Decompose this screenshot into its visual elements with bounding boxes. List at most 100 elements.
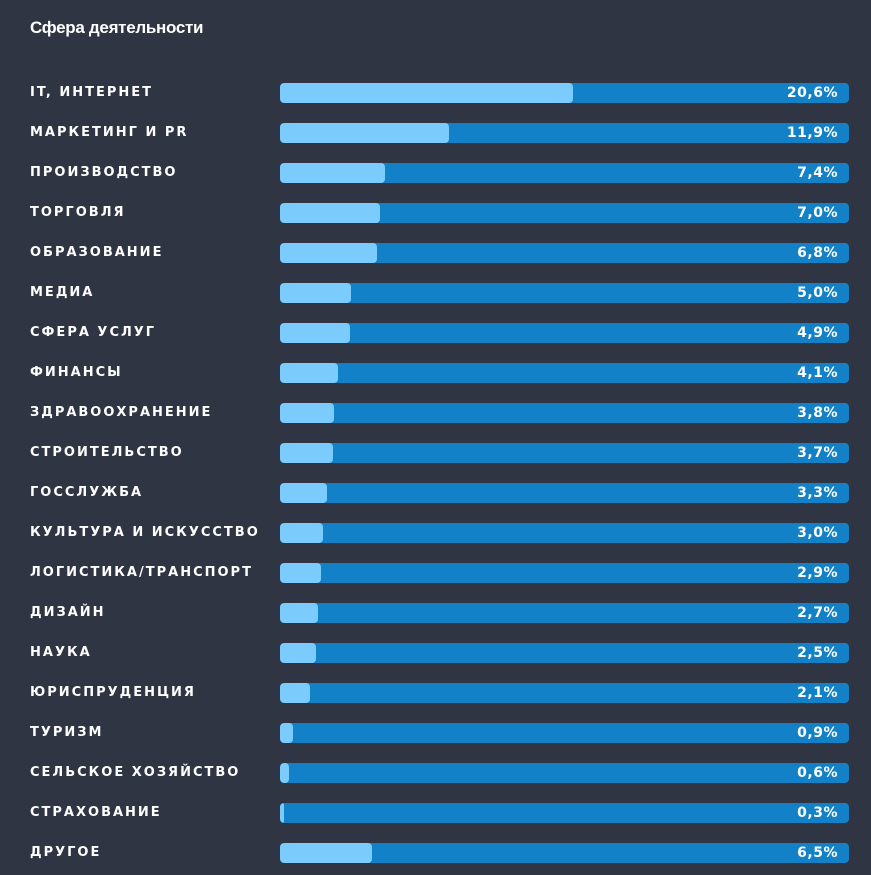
bar-track: 20,6%	[280, 83, 849, 103]
bar-fill	[280, 523, 323, 543]
bar-track: 2,1%	[280, 683, 849, 703]
value-label: 6,8%	[797, 245, 838, 261]
category-label: СЕЛЬСКОЕ ХОЗЯЙСТВО	[30, 765, 241, 780]
value-label: 2,1%	[797, 685, 838, 701]
bar-fill	[280, 203, 380, 223]
bar-fill	[280, 283, 351, 303]
value-label: 20,6%	[786, 85, 838, 101]
bar-fill	[280, 603, 318, 623]
bar-row: ДРУГОЕ 6,5%	[0, 843, 871, 863]
category-label: СФЕРА УСЛУГ	[30, 325, 157, 340]
value-label: 3,0%	[797, 525, 838, 541]
category-label: ФИНАНСЫ	[30, 365, 123, 380]
bar-fill	[280, 243, 377, 263]
value-label: 2,9%	[797, 565, 838, 581]
bar-row: СФЕРА УСЛУГ 4,9%	[0, 323, 871, 343]
value-label: 0,6%	[797, 765, 838, 781]
value-label: 3,7%	[797, 445, 838, 461]
bar-track: 4,1%	[280, 363, 849, 383]
value-label: 2,5%	[797, 645, 838, 661]
category-label: ПРОИЗВОДСТВО	[30, 165, 178, 180]
value-label: 7,4%	[797, 165, 838, 181]
category-label: IT, ИНТЕРНЕТ	[30, 85, 153, 100]
category-label: МЕДИА	[30, 285, 95, 300]
bar-fill	[280, 323, 350, 343]
bar-track: 2,5%	[280, 643, 849, 663]
bar-row: СЕЛЬСКОЕ ХОЗЯЙСТВО 0,6%	[0, 763, 871, 783]
bar-fill	[280, 363, 338, 383]
category-label: ЛОГИСТИКА/ТРАНСПОРТ	[30, 565, 253, 580]
bar-fill	[280, 803, 284, 823]
bar-fill	[280, 763, 289, 783]
bar-row: КУЛЬТУРА И ИСКУССТВО 3,0%	[0, 523, 871, 543]
category-label: ЗДРАВООХРАНЕНИЕ	[30, 405, 213, 420]
bar-row: ЮРИСПРУДЕНЦИЯ 2,1%	[0, 683, 871, 703]
bar-row: ТОРГОВЛЯ 7,0%	[0, 203, 871, 223]
category-label: ДИЗАЙН	[30, 605, 106, 620]
bar-track: 3,7%	[280, 443, 849, 463]
bar-row: ГОССЛУЖБА 3,3%	[0, 483, 871, 503]
value-label: 0,9%	[797, 725, 838, 741]
bar-row: IT, ИНТЕРНЕТ 20,6%	[0, 83, 871, 103]
category-label: ГОССЛУЖБА	[30, 485, 144, 500]
value-label: 3,3%	[797, 485, 838, 501]
bar-fill	[280, 123, 449, 143]
bar-row: НАУКА 2,5%	[0, 643, 871, 663]
bar-fill	[280, 723, 293, 743]
value-label: 3,8%	[797, 405, 838, 421]
bar-row: ОБРАЗОВАНИЕ 6,8%	[0, 243, 871, 263]
bar-row: ЛОГИСТИКА/ТРАНСПОРТ 2,9%	[0, 563, 871, 583]
bar-fill	[280, 163, 385, 183]
bar-track: 4,9%	[280, 323, 849, 343]
bar-row: ЗДРАВООХРАНЕНИЕ 3,8%	[0, 403, 871, 423]
bar-track: 0,6%	[280, 763, 849, 783]
bar-fill	[280, 683, 310, 703]
bar-row: ТУРИЗМ 0,9%	[0, 723, 871, 743]
category-label: СТРАХОВАНИЕ	[30, 805, 162, 820]
bar-track: 7,4%	[280, 163, 849, 183]
value-label: 5,0%	[797, 285, 838, 301]
value-label: 2,7%	[797, 605, 838, 621]
bar-track: 0,9%	[280, 723, 849, 743]
bar-row: МЕДИА 5,0%	[0, 283, 871, 303]
category-label: МАРКЕТИНГ И PR	[30, 125, 189, 140]
bar-fill	[280, 563, 321, 583]
category-label: ТОРГОВЛЯ	[30, 205, 126, 220]
bar-track: 3,3%	[280, 483, 849, 503]
value-label: 11,9%	[786, 125, 838, 141]
bar-track: 5,0%	[280, 283, 849, 303]
bar-row: СТРОИТЕЛЬСТВО 3,7%	[0, 443, 871, 463]
bar-track: 3,8%	[280, 403, 849, 423]
category-label: СТРОИТЕЛЬСТВО	[30, 445, 184, 460]
bar-track: 6,5%	[280, 843, 849, 863]
category-label: КУЛЬТУРА И ИСКУССТВО	[30, 525, 260, 540]
bar-track: 7,0%	[280, 203, 849, 223]
bar-row: ПРОИЗВОДСТВО 7,4%	[0, 163, 871, 183]
category-label: ДРУГОЕ	[30, 845, 102, 860]
value-label: 6,5%	[797, 845, 838, 861]
value-label: 4,9%	[797, 325, 838, 341]
bar-fill	[280, 443, 333, 463]
bar-track: 11,9%	[280, 123, 849, 143]
bar-fill	[280, 843, 372, 863]
category-label: ЮРИСПРУДЕНЦИЯ	[30, 685, 196, 700]
bar-row: МАРКЕТИНГ И PR 11,9%	[0, 123, 871, 143]
bar-fill	[280, 83, 573, 103]
bar-fill	[280, 643, 316, 663]
category-label: НАУКА	[30, 645, 92, 660]
value-label: 7,0%	[797, 205, 838, 221]
bar-fill	[280, 483, 327, 503]
bar-track: 6,8%	[280, 243, 849, 263]
bar-row: ДИЗАЙН 2,7%	[0, 603, 871, 623]
bar-track: 3,0%	[280, 523, 849, 543]
chart-title: Сфера деятельности	[30, 18, 204, 37]
category-label: ТУРИЗМ	[30, 725, 104, 740]
category-label: ОБРАЗОВАНИЕ	[30, 245, 164, 260]
bar-row: ФИНАНСЫ 4,1%	[0, 363, 871, 383]
bar-track: 2,7%	[280, 603, 849, 623]
bar-track: 2,9%	[280, 563, 849, 583]
bar-track: 0,3%	[280, 803, 849, 823]
value-label: 4,1%	[797, 365, 838, 381]
